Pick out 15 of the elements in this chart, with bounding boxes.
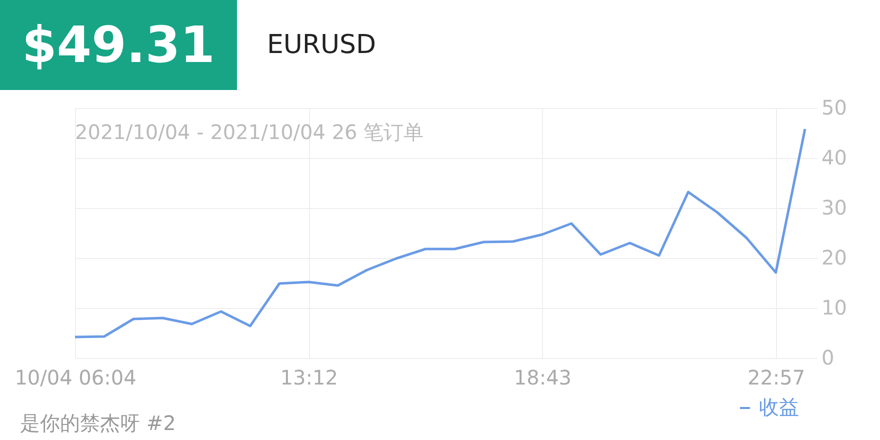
text: 是你的禁杰呀 #2 — [20, 410, 176, 437]
x-tick-label: 10/04 06:04 — [14, 366, 136, 390]
x-tick-label: 22:57 — [747, 366, 806, 390]
y-tick-label: 50 — [822, 96, 847, 120]
y-tick-label: 10 — [822, 296, 847, 320]
y-tick-label: 30 — [822, 196, 847, 220]
chart-title: $49.31 — [0, 0, 237, 90]
annotation: 2021/10/04 - 2021/10/04 26 笔订单 — [75, 120, 424, 144]
x-tick-label: 18:43 — [514, 366, 572, 390]
y-tick-label: 40 — [822, 146, 847, 170]
y-tick-label: 0 — [822, 346, 834, 370]
y-tick-label: 20 — [822, 246, 847, 270]
chart-subtitle: EURUSD — [266, 30, 376, 60]
x-tick-label: 13:12 — [280, 366, 338, 390]
legend-label: 收益 — [759, 395, 799, 419]
